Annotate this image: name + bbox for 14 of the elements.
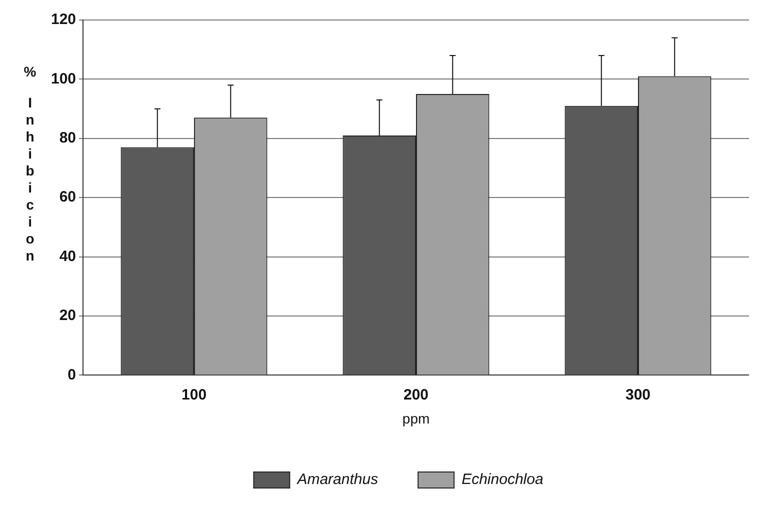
x-axis-title: ppm	[402, 410, 430, 426]
y-tick-label: 80	[59, 130, 76, 147]
y-tick-label: 100	[50, 70, 76, 88]
legend-label: Amaranthus	[296, 471, 379, 488]
text: % Inhibicion	[24, 63, 36, 264]
legend-label: Echinochloa	[462, 471, 544, 488]
x-tick-label: 100	[182, 386, 207, 404]
y-tick-label: 120	[50, 11, 76, 28]
y-tick-label: 40	[59, 248, 76, 265]
y-tick-label: 60	[59, 188, 76, 206]
y-tick-label: 0	[68, 366, 76, 384]
x-tick-label: 300	[625, 386, 651, 404]
x-tick-label: 200	[404, 386, 429, 404]
y-tick-label: 20	[59, 307, 76, 324]
